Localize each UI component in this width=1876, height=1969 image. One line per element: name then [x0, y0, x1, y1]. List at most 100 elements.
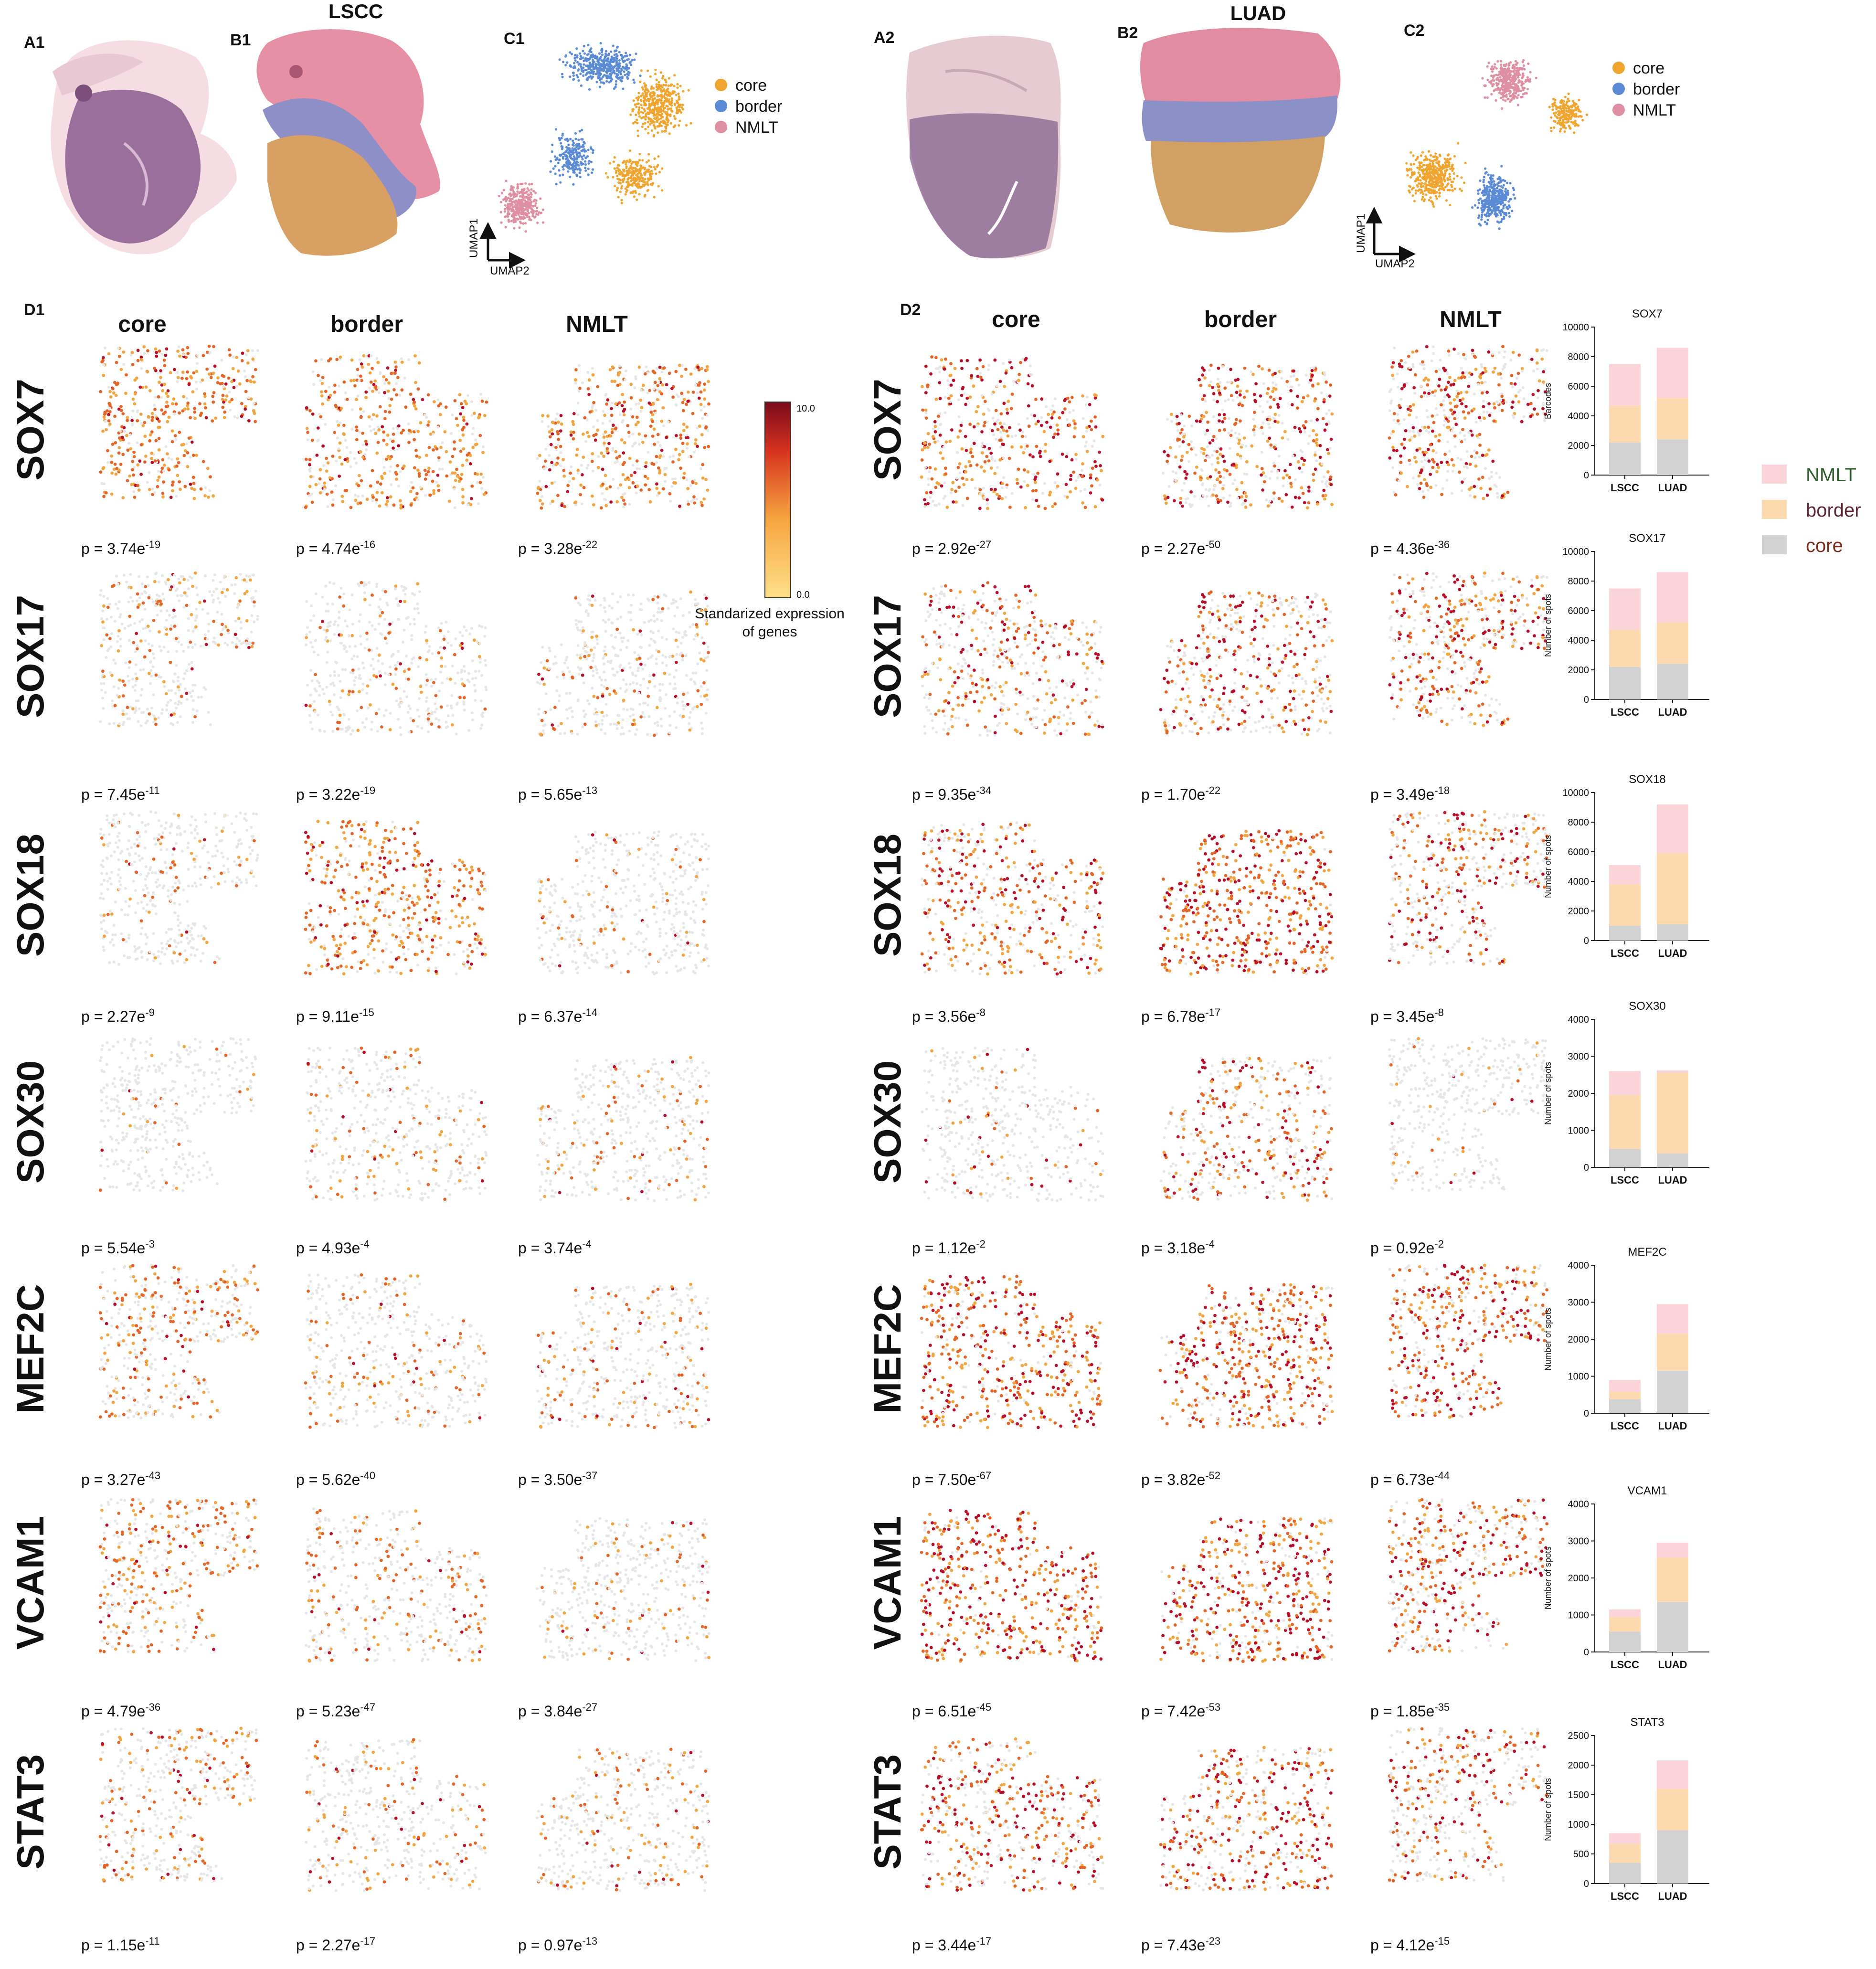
expression-point	[971, 455, 975, 458]
umap-point	[1429, 162, 1431, 165]
group-title-luad: LUAD	[1230, 2, 1286, 24]
umap-point	[1479, 179, 1482, 182]
umap-point	[1435, 179, 1438, 182]
expression-point	[681, 450, 685, 454]
expression-point	[104, 491, 108, 495]
umap-point	[661, 167, 664, 170]
expression-point	[480, 399, 484, 403]
umap-point	[1504, 188, 1507, 191]
expression-point	[252, 409, 255, 413]
expression-point	[113, 414, 117, 418]
umap-point	[571, 152, 574, 155]
expression-point	[1069, 490, 1072, 494]
expression-point	[306, 431, 309, 434]
expression-point	[373, 379, 377, 383]
expression-point	[146, 370, 149, 374]
expression-point	[161, 458, 165, 462]
umap-point	[559, 174, 562, 177]
expression-point	[1035, 445, 1039, 448]
expression-point	[1297, 496, 1301, 500]
umap-point	[565, 149, 568, 152]
expression-point	[402, 465, 406, 468]
expression-point	[684, 368, 688, 371]
umap-point	[530, 193, 533, 196]
expression-point	[556, 430, 559, 434]
expression-point	[162, 480, 165, 484]
umap-point	[668, 132, 671, 135]
expression-point	[596, 385, 600, 389]
expression-point	[187, 436, 191, 440]
expression-point	[379, 371, 382, 374]
expression-point	[176, 380, 179, 383]
umap-point	[1508, 64, 1511, 67]
expression-point	[371, 367, 374, 370]
expression-point	[660, 392, 664, 396]
expression-point	[619, 483, 622, 487]
expression-point	[241, 351, 244, 355]
panel-label-c1: C1	[504, 30, 524, 48]
umap-point	[677, 92, 680, 95]
expression-point	[694, 383, 698, 387]
expression-point	[605, 449, 609, 453]
umap-point	[505, 180, 508, 182]
umap-point	[663, 95, 666, 98]
umap-point	[599, 55, 602, 58]
expression-point	[159, 369, 162, 372]
umap-point	[1453, 187, 1456, 191]
expression-point	[646, 476, 650, 480]
umap-point	[1555, 107, 1558, 110]
expression-point	[628, 456, 632, 460]
expression-point	[707, 445, 710, 448]
expression-point	[950, 428, 954, 432]
expression-point	[153, 366, 156, 370]
umap-point	[1431, 179, 1434, 182]
umap-point	[1446, 178, 1449, 181]
expression-point	[1042, 430, 1046, 434]
expression-point	[396, 376, 400, 380]
expression-point	[943, 367, 946, 371]
umap-point	[1522, 82, 1525, 85]
expression-point	[207, 495, 210, 499]
expression-point	[349, 465, 352, 468]
expression-point	[383, 472, 386, 475]
umap-point	[586, 77, 589, 80]
expression-point	[211, 419, 214, 423]
umap-point	[1429, 188, 1431, 191]
expression-point	[989, 487, 993, 491]
expression-point	[121, 412, 125, 416]
umap-point	[1424, 176, 1427, 179]
umap-point	[1432, 189, 1435, 192]
expression-point	[956, 435, 960, 439]
expression-point	[658, 365, 662, 369]
expression-point	[657, 441, 660, 444]
umap-point	[626, 76, 629, 79]
umap-point	[634, 167, 636, 169]
expression-point	[687, 391, 690, 394]
expression-point	[381, 476, 384, 480]
umap-point	[588, 61, 591, 64]
expression-point	[224, 398, 227, 402]
umap-point	[1500, 185, 1503, 188]
expression-point	[146, 481, 149, 484]
umap-point	[633, 58, 636, 61]
umap-point	[1423, 182, 1426, 185]
umap-point	[509, 188, 512, 191]
expression-point	[622, 419, 625, 422]
expression-point	[602, 433, 605, 436]
expression-point	[395, 382, 398, 385]
umap-point	[649, 75, 652, 78]
umap-point	[1488, 192, 1491, 195]
umap-point	[1502, 207, 1505, 210]
expression-point	[181, 371, 185, 374]
expression-point	[1081, 417, 1085, 420]
umap-point	[652, 91, 655, 95]
umap-point	[520, 202, 523, 205]
umap-point	[520, 209, 523, 212]
umap-point	[648, 98, 651, 101]
expression-point	[655, 487, 659, 490]
umap-point	[647, 153, 650, 156]
umap-point	[632, 122, 635, 125]
expression-point	[1175, 414, 1179, 418]
umap-point	[1481, 211, 1484, 214]
expression-point	[144, 455, 148, 458]
